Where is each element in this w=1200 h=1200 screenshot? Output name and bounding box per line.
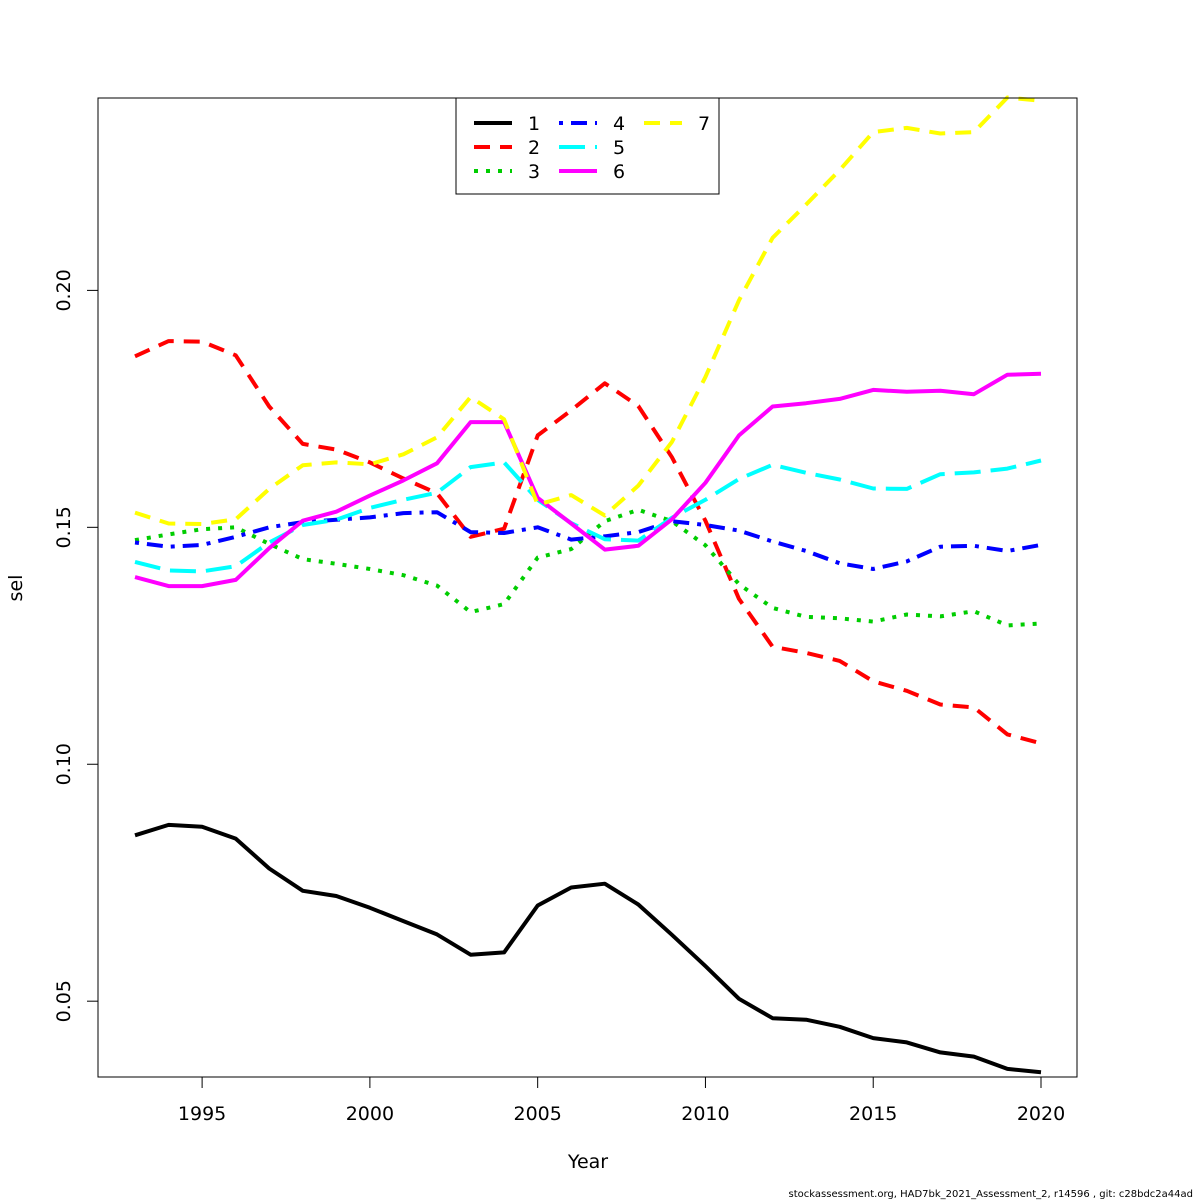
- x-tick-label-2010: 2010: [681, 1103, 729, 1125]
- y-tick-label-3: 0.20: [53, 269, 75, 311]
- y-tick-label-0: 0.05: [53, 980, 75, 1022]
- y-axis-title: sel: [5, 575, 27, 602]
- y-tick-label-2: 0.15: [53, 506, 75, 548]
- legend-label-6: 6: [613, 161, 625, 183]
- y-tick-label-1: 0.10: [53, 743, 75, 785]
- series-line-6: [134, 371, 1042, 589]
- x-tick-label-2015: 2015: [849, 1103, 897, 1125]
- series-layer: [134, 95, 1042, 1075]
- legend-box: [455, 97, 720, 195]
- y-axis: 0.05 0.10 0.15 0.20: [53, 269, 99, 1022]
- x-axis-title: Year: [567, 1151, 608, 1173]
- legend-label-5: 5: [613, 137, 625, 159]
- footnote: stockassessment.org, HAD7bk_2021_Assessm…: [789, 1189, 1193, 1200]
- x-tick-label-2000: 2000: [346, 1103, 394, 1125]
- series-line-2: [134, 339, 1042, 746]
- legend-label-4: 4: [613, 113, 625, 135]
- legend-label-3: 3: [528, 161, 540, 183]
- legend-label-1: 1: [528, 113, 540, 135]
- x-tick-label-2020: 2020: [1017, 1103, 1065, 1125]
- series-line-4: [134, 510, 1042, 571]
- legend-label-2: 2: [528, 137, 540, 159]
- series-line-3: [134, 507, 1042, 628]
- series-line-7: [134, 95, 1042, 526]
- legend: 123 456 7: [455, 97, 720, 195]
- x-tick-label-1995: 1995: [178, 1103, 226, 1125]
- x-axis: 1995 2000 2005 2010 2015 2020: [178, 1076, 1065, 1125]
- x-tick-label-2005: 2005: [513, 1103, 561, 1125]
- legend-label-7: 7: [698, 113, 710, 135]
- series-line-1: [134, 822, 1042, 1075]
